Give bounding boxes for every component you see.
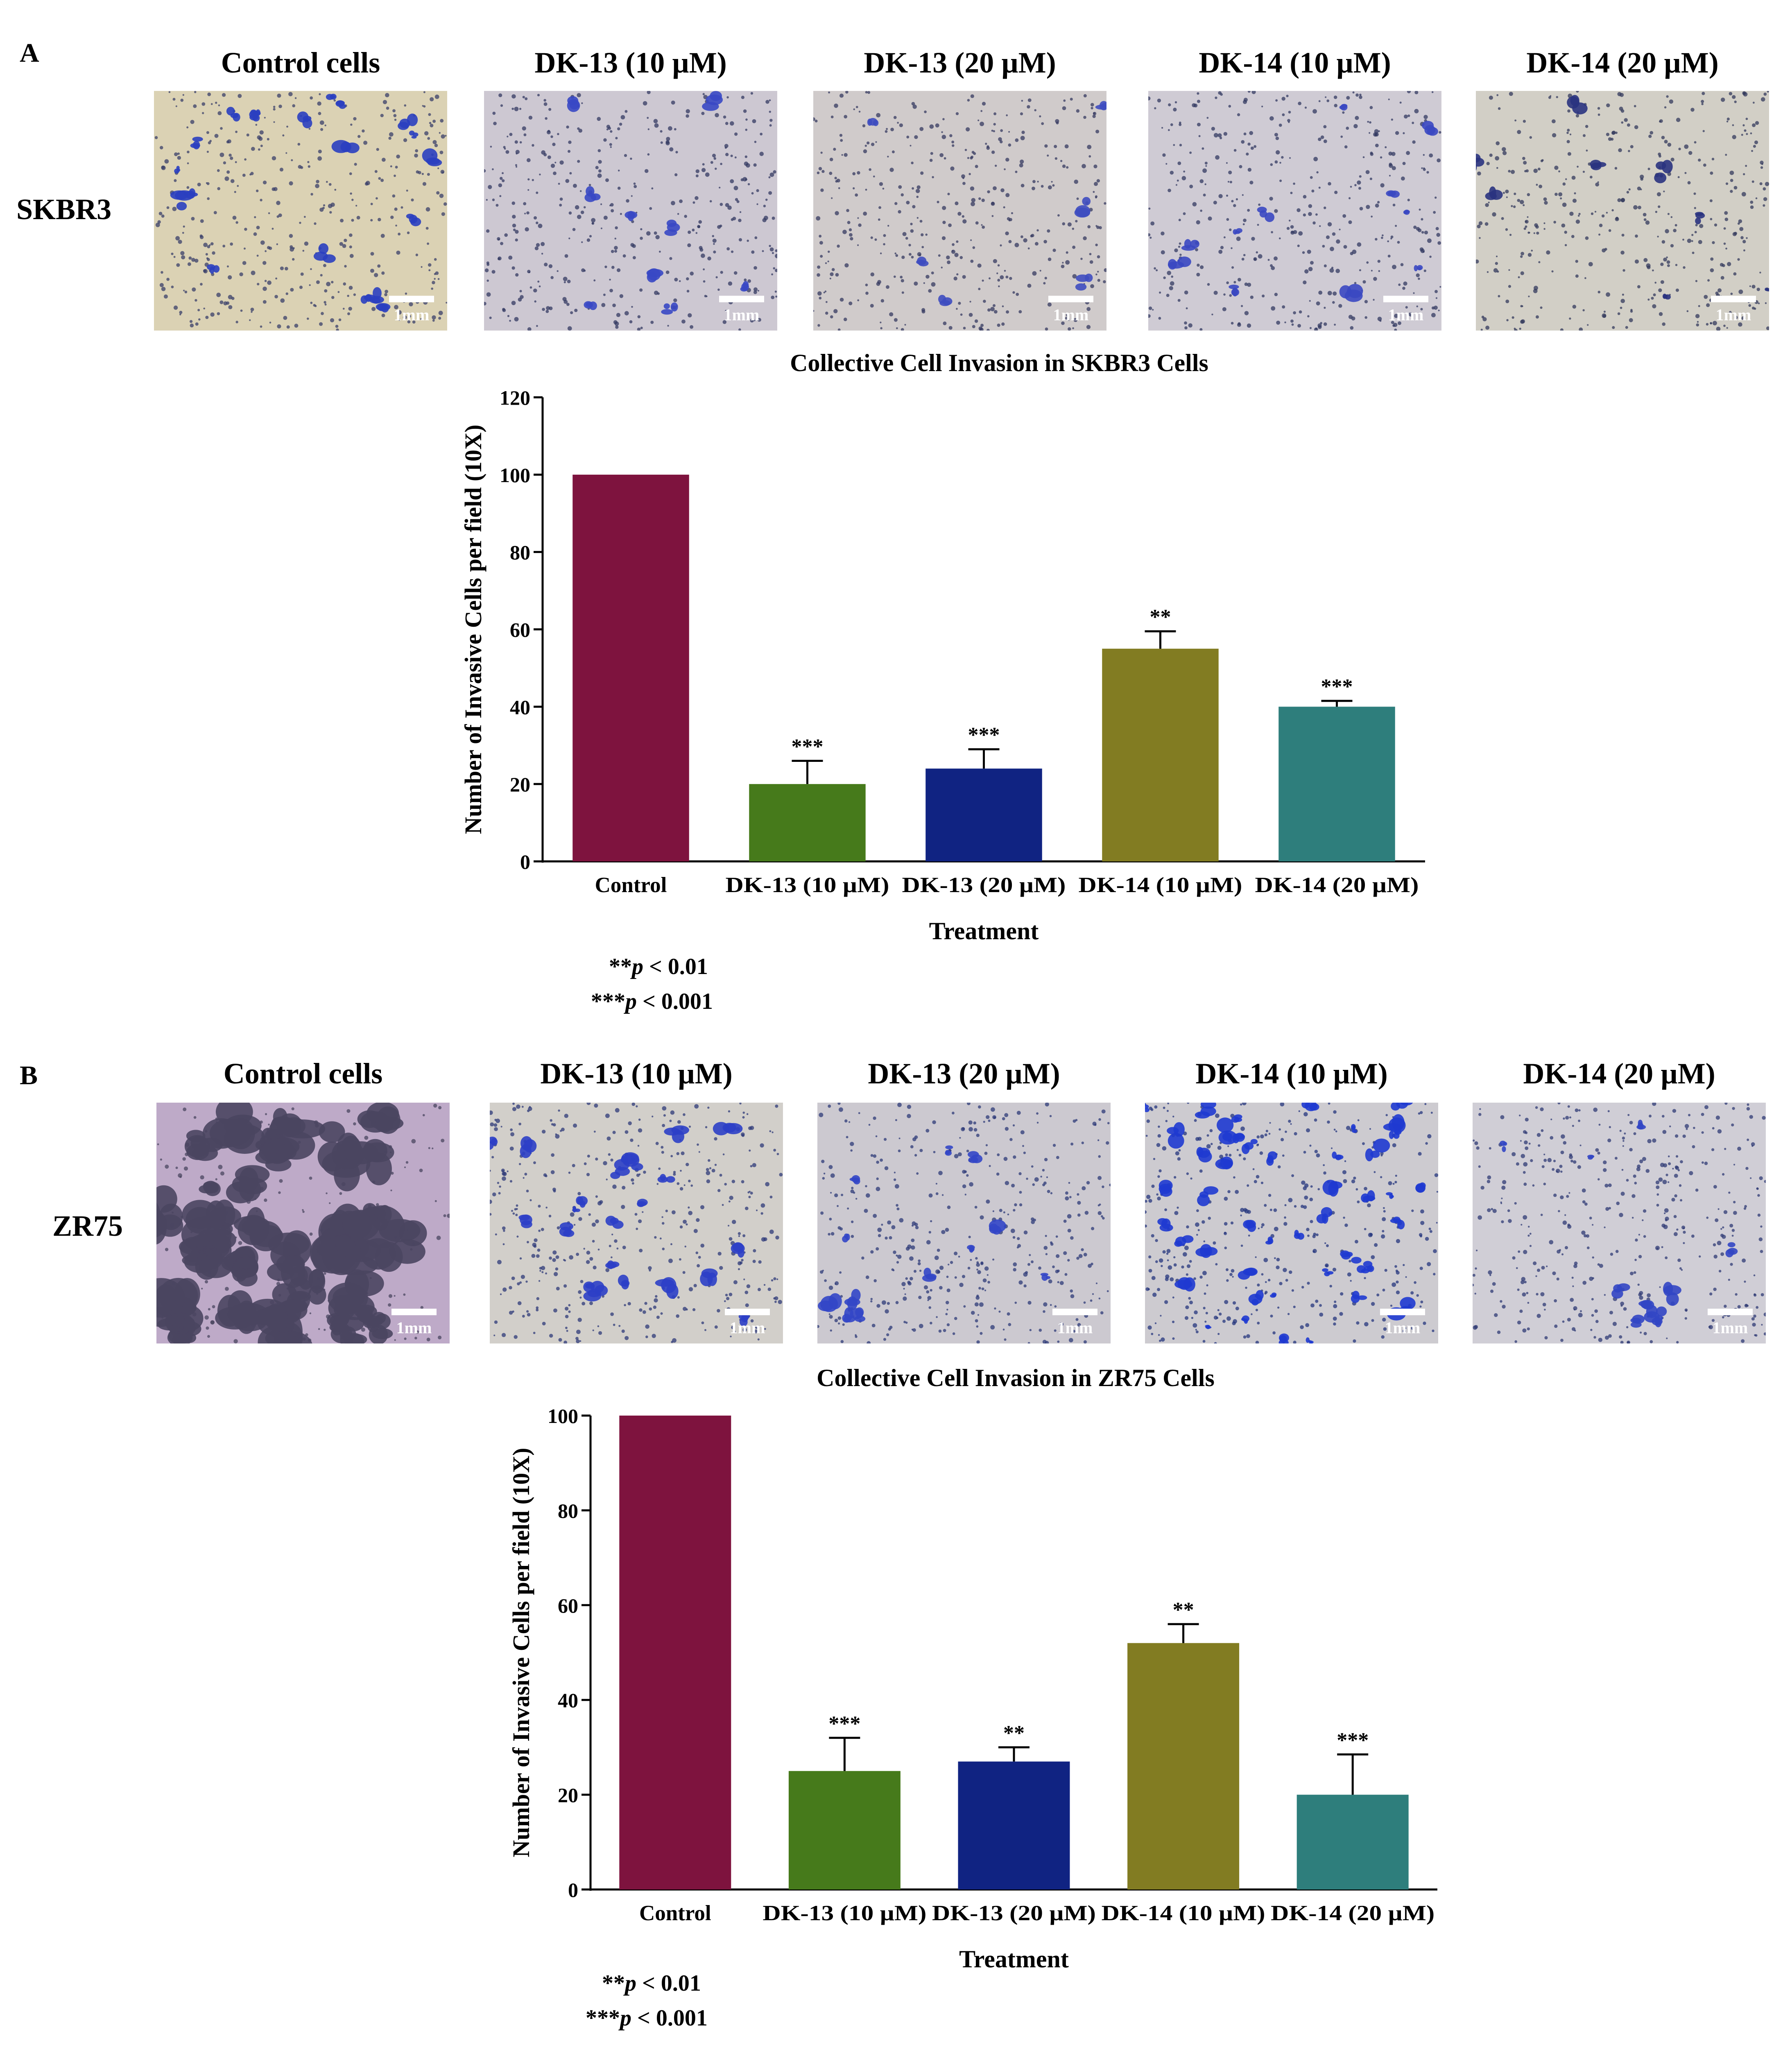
scale-bar-label: 1mm [1053, 306, 1089, 324]
footnote-threshold: < 0.01 [636, 1971, 701, 1996]
micrograph-skbr3-control: 1mm [154, 91, 447, 331]
column-label-dk14-20: DK-14 (20 µM) [1523, 1057, 1715, 1090]
micrograph-zr75-dk14-10: 1mm [1145, 1103, 1438, 1343]
footnote-p: p [620, 2005, 631, 2031]
chart-title-skbr3: Collective Cell Invasion in SKBR3 Cells [790, 349, 1208, 376]
micrograph-skbr3-dk14-20: 1mm [1476, 91, 1769, 331]
x-tick-label: DK-14 (20 µM) [1255, 873, 1419, 897]
bar-chart-zr75: 0 20 40 60 80 100 Number of Invasive Cells per… [508, 1405, 1437, 1973]
y-tick-label: 80 [558, 1499, 578, 1522]
bar-2 [925, 768, 1042, 861]
bar-1 [788, 1771, 901, 1889]
column-label-dk14-10: DK-14 (10 µM) [1195, 1057, 1388, 1090]
column-label-dk14-20: DK-14 (20 µM) [1526, 46, 1719, 79]
bar-2 [958, 1761, 1070, 1889]
y-tick-label: 100 [548, 1405, 578, 1427]
column-label-dk13-20: DK-13 (20 µM) [864, 46, 1056, 79]
footnote-p0001-a: ***p < 0.001 [591, 988, 713, 1015]
panel-letter-b: B [20, 1060, 38, 1090]
bar-chart-skbr3: 0 20 40 60 80 100 120 Number of Invasive Cells … [0, 0, 1792, 963]
scale-bar-label: 1mm [394, 306, 430, 324]
footnote-stars: *** [586, 2005, 620, 2031]
micrograph-skbr3-dk13-20: 1mm [813, 91, 1106, 331]
scale-bar-label: 1mm [396, 1319, 432, 1337]
scale-bar-label: 1mm [1388, 306, 1424, 324]
significance-label: *** [1321, 675, 1353, 698]
column-label-control: Control cells [223, 1057, 383, 1090]
y-axis-label: Number of Invasive Cells per field (10X) [460, 425, 486, 834]
y-tick-label: 20 [558, 1784, 578, 1807]
x-tick-label: DK-14 (10 µM) [1102, 1901, 1265, 1925]
footnote-p: p [625, 989, 637, 1014]
micrograph-skbr3-dk14-10: 1mm [1148, 91, 1441, 331]
footnote-p0001-b: ***p < 0.001 [586, 2005, 708, 2031]
scale-bar-label: 1mm [1057, 1319, 1093, 1337]
footnote-p: p [632, 954, 643, 979]
row-label-skbr3: SKBR3 [16, 193, 112, 226]
x-tick-label: DK-14 (20 µM) [1271, 1901, 1435, 1925]
x-axis-label: Treatment [959, 1946, 1069, 1973]
significance-label: *** [968, 723, 1000, 747]
y-tick-label: 0 [568, 1878, 578, 1901]
bar-3 [1127, 1643, 1240, 1889]
significance-label: *** [792, 735, 824, 759]
column-label-control: Control cells [221, 46, 380, 79]
y-tick-label: 100 [500, 464, 530, 487]
scale-bar-label: 1mm [730, 1319, 765, 1337]
y-tick-label: 60 [558, 1594, 578, 1617]
footnote-stars: ** [609, 954, 632, 979]
column-label-dk13-10: DK-13 (10 µM) [534, 46, 727, 79]
significance-label: ** [1003, 1722, 1025, 1745]
scale-bar-label: 1mm [1713, 1319, 1748, 1337]
y-axis-label: Number of Invasive Cells per field (10X) [508, 1448, 534, 1858]
y-tick-label: 40 [558, 1689, 578, 1712]
x-tick-label: DK-14 (10 µM) [1079, 873, 1242, 897]
bar-0 [619, 1416, 731, 1889]
y-tick-label: 120 [500, 386, 530, 409]
bar-4 [1296, 1794, 1409, 1889]
footnote-stars: ** [602, 1971, 625, 1996]
panel-letter-a: A [20, 38, 39, 68]
x-tick-label: Control [595, 873, 667, 897]
column-label-dk14-10: DK-14 (10 µM) [1199, 46, 1391, 79]
significance-label: ** [1150, 605, 1171, 629]
bar-3 [1102, 648, 1219, 861]
micrograph-zr75-dk14-20: 1mm [1473, 1103, 1766, 1343]
y-tick-label: 20 [510, 773, 530, 796]
scale-bar-label: 1mm [724, 306, 760, 324]
x-tick-label: DK-13 (20 µM) [932, 1901, 1096, 1925]
x-axis-label: Treatment [929, 918, 1039, 945]
significance-label: ** [1173, 1598, 1194, 1622]
significance-label: *** [828, 1712, 860, 1735]
y-tick-label: 60 [510, 618, 530, 641]
micrograph-zr75-dk13-10: 1mm [490, 1103, 783, 1343]
x-tick-label: Control [639, 1901, 711, 1925]
x-tick-label: DK-13 (20 µM) [902, 873, 1066, 897]
footnote-p001-a: **p < 0.01 [609, 954, 708, 980]
x-tick-label: DK-13 (10 µM) [763, 1901, 926, 1925]
footnote-p001-b: **p < 0.01 [602, 1970, 701, 1996]
footnote-p: p [625, 1971, 636, 1996]
y-tick-label: 80 [510, 541, 530, 564]
y-tick-label: 0 [520, 850, 530, 873]
x-tick-label: DK-13 (10 µM) [726, 873, 889, 897]
micrograph-skbr3-dk13-10: 1mm [484, 91, 777, 331]
bar-0 [572, 474, 689, 861]
row-label-zr75: ZR75 [52, 1210, 123, 1242]
scale-bar-label: 1mm [1716, 306, 1751, 324]
micrograph-zr75-control: 1mm [156, 1103, 450, 1343]
column-label-dk13-20: DK-13 (20 µM) [868, 1057, 1060, 1090]
footnote-threshold: < 0.001 [631, 2005, 708, 2031]
bar-1 [749, 784, 866, 861]
footnote-threshold: < 0.001 [637, 989, 713, 1014]
column-label-dk13-10: DK-13 (10 µM) [540, 1057, 733, 1090]
significance-label: *** [1337, 1729, 1369, 1752]
footnote-stars: *** [591, 989, 625, 1014]
scale-bar-label: 1mm [1385, 1319, 1421, 1337]
bar-4 [1278, 707, 1395, 861]
footnote-threshold: < 0.01 [643, 954, 708, 979]
micrograph-zr75-dk13-20: 1mm [817, 1103, 1111, 1343]
y-tick-label: 40 [510, 696, 530, 718]
chart-title-zr75: Collective Cell Invasion in ZR75 Cells [817, 1364, 1215, 1391]
